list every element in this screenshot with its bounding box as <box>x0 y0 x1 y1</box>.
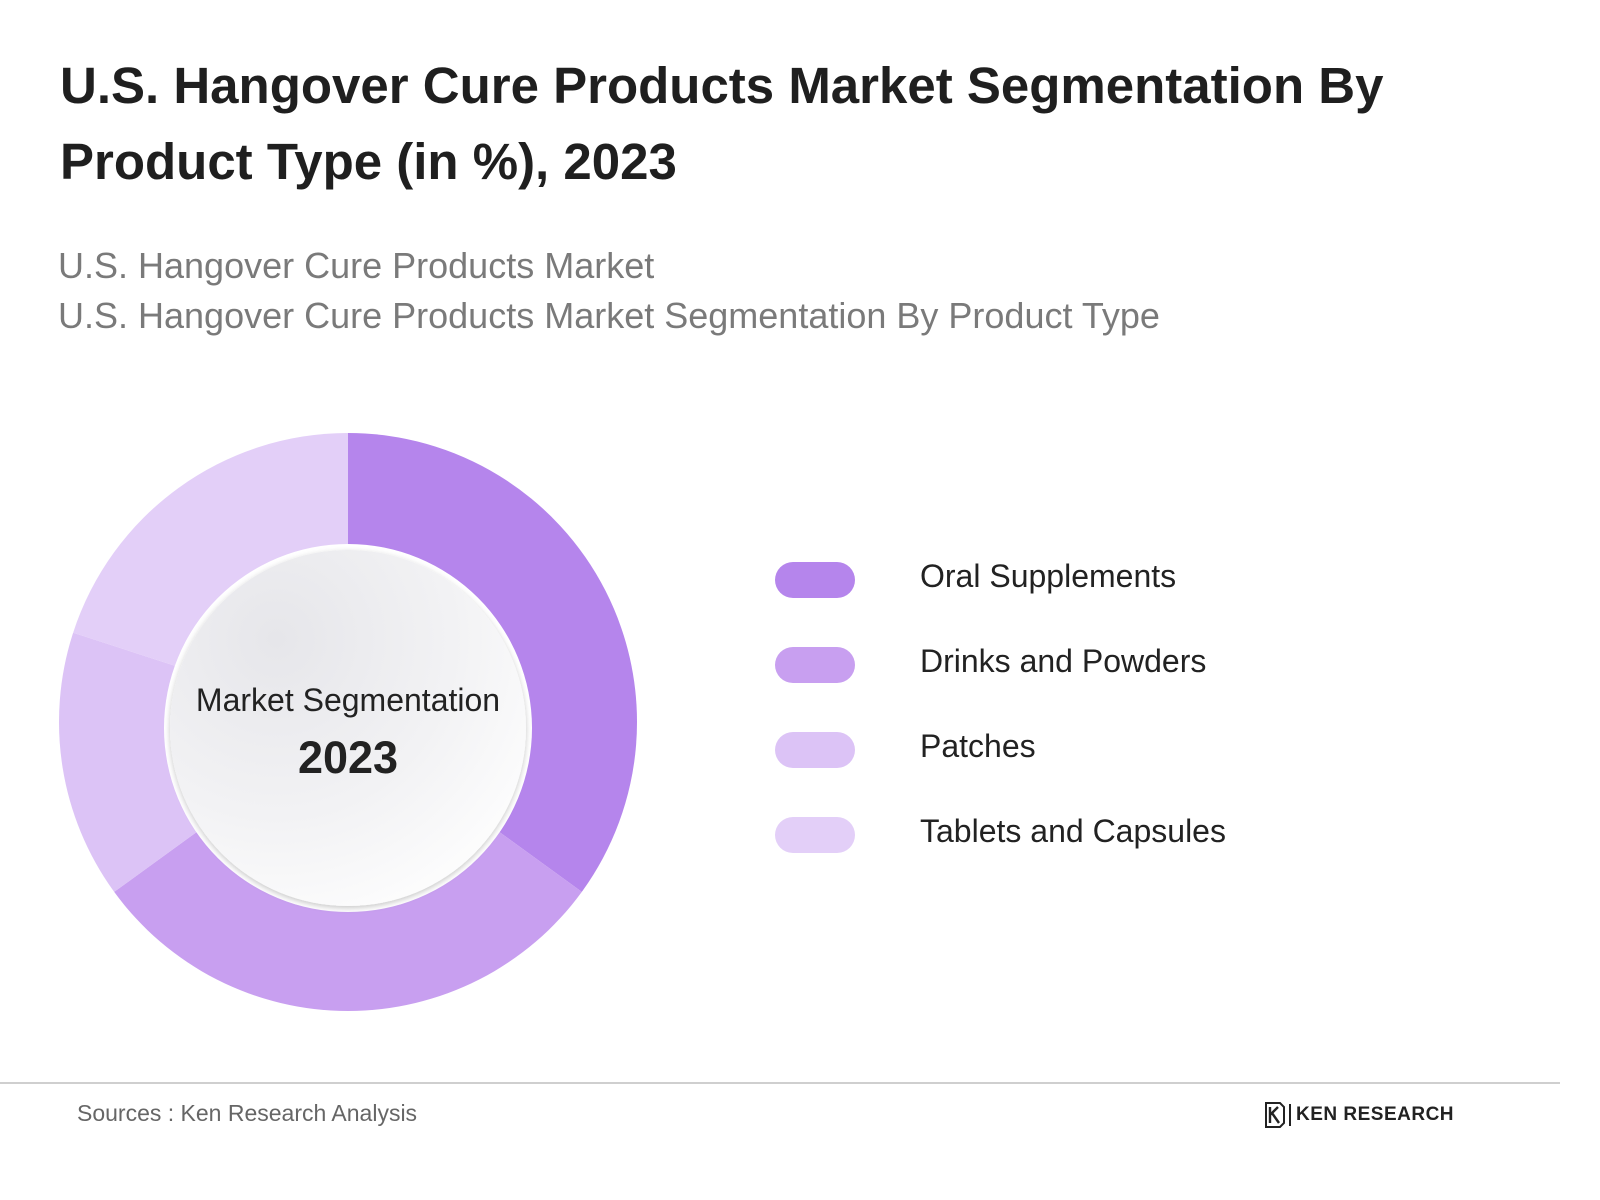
legend-swatch <box>775 732 855 768</box>
source-note: Sources : Ken Research Analysis <box>77 1100 418 1126</box>
breadcrumb-market[interactable]: U.S. Hangover Cure Products Market <box>58 245 655 286</box>
legend-label: Oral Supplements <box>920 558 1177 594</box>
donut-svg <box>58 433 638 1012</box>
legend-label: Drinks and Powders <box>920 643 1207 679</box>
legend-swatch <box>775 562 855 598</box>
brand-separator <box>1289 1104 1291 1126</box>
legend-swatch <box>775 647 855 683</box>
center-year: 2023 <box>297 732 399 783</box>
brand-logo[interactable]: KEN RESEARCH <box>1265 1100 1454 1130</box>
brand-name: KEN RESEARCH <box>1296 1104 1455 1125</box>
footer-divider <box>0 1082 1560 1084</box>
legend-label: Patches <box>920 728 1036 764</box>
ken-logo-icon <box>1265 1102 1285 1128</box>
center-label: Market Segmentation <box>195 682 501 718</box>
donut-hole <box>170 550 526 906</box>
breadcrumb-segmentation[interactable]: U.S. Hangover Cure Products Market Segme… <box>58 295 1160 336</box>
legend-swatch <box>775 817 855 853</box>
legend-label: Tablets and Capsules <box>920 813 1226 849</box>
donut-chart: Market Segmentation 2023 <box>0 380 700 1080</box>
page-title: U.S. Hangover Cure Products Market Segme… <box>60 57 1384 190</box>
